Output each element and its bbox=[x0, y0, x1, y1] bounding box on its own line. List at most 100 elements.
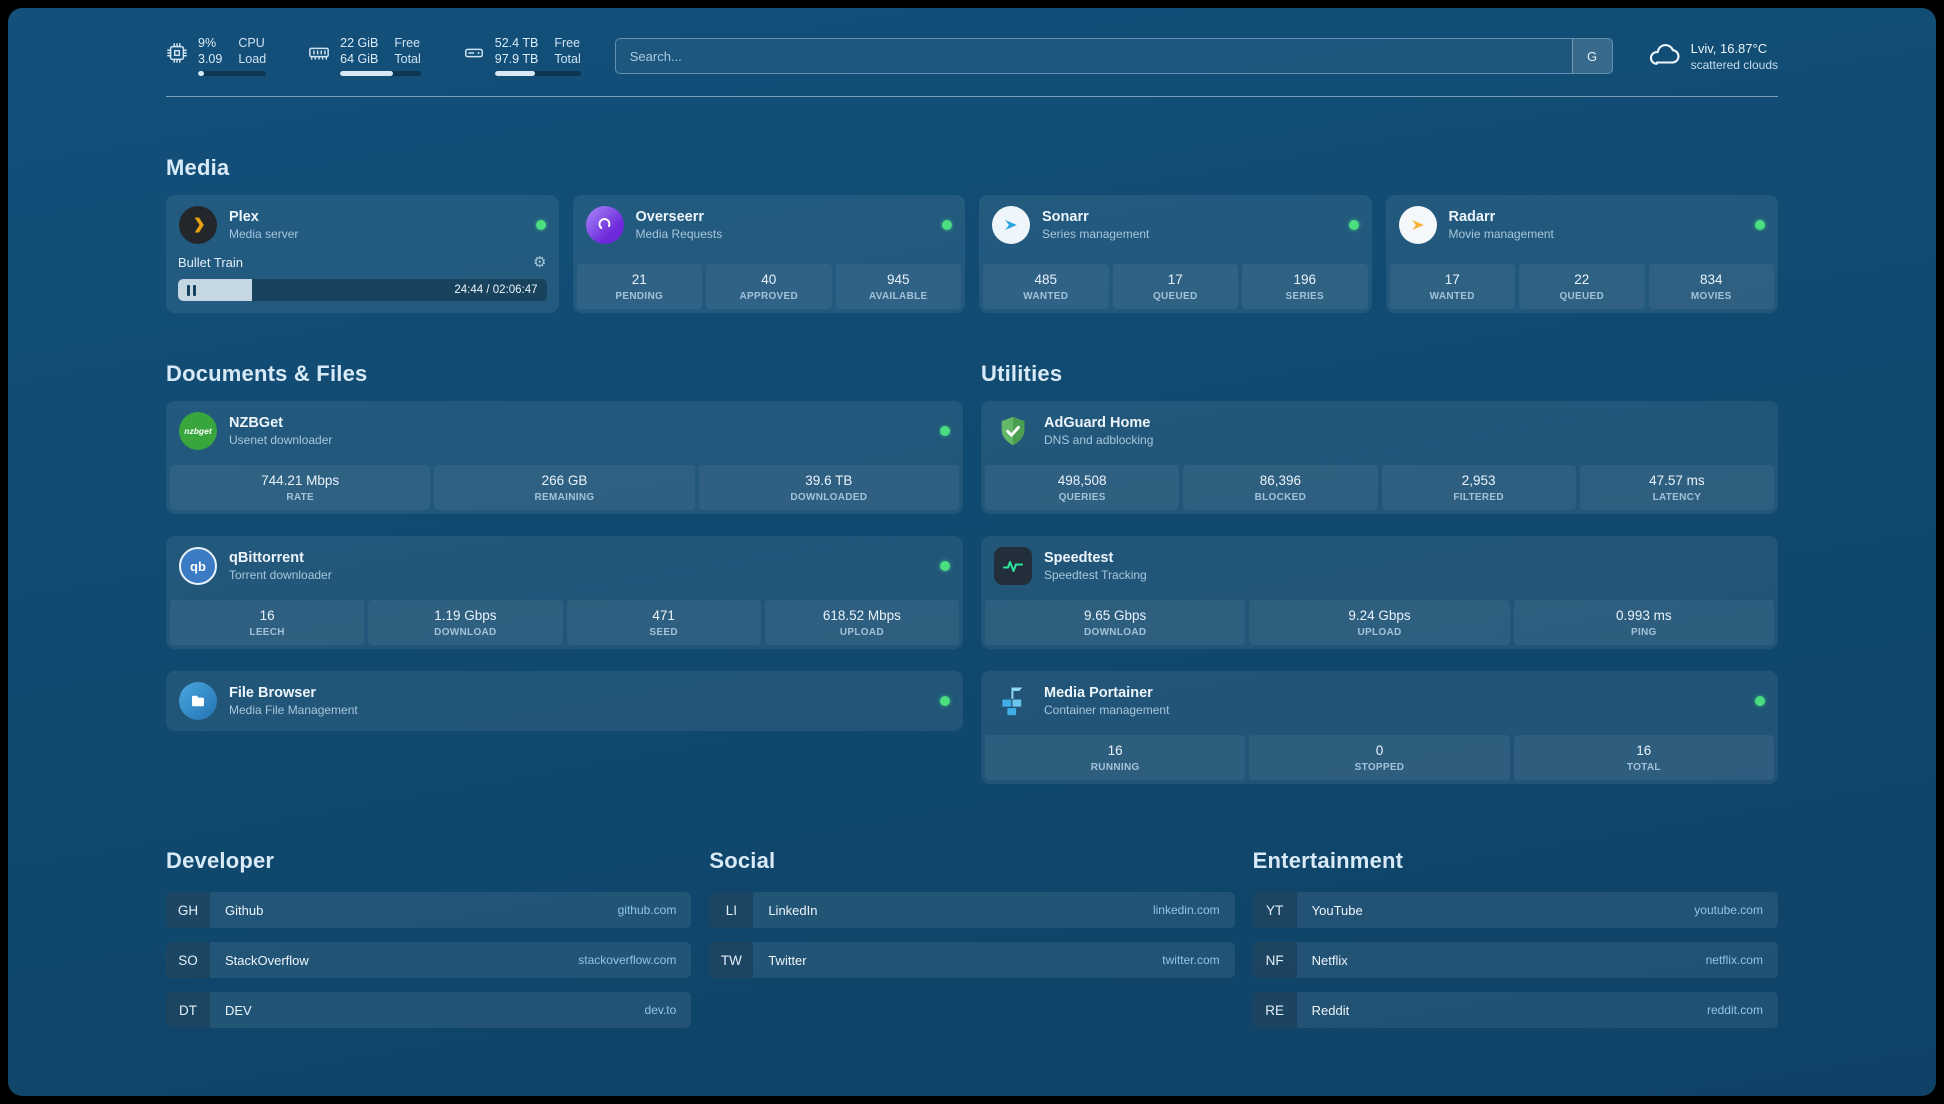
service-subtitle: Media File Management bbox=[229, 703, 358, 717]
cpu-load-value: 3.09 bbox=[198, 52, 223, 66]
bookmark-name: DEV bbox=[225, 1002, 252, 1018]
bookmark-group-social: Social LI LinkedIn linkedin.com TW Twitt… bbox=[709, 848, 1235, 1028]
bookmark-group-title: Social bbox=[709, 848, 776, 873]
cpu-widget: 9% CPU 3.09 Load bbox=[166, 36, 267, 76]
service-card-overseerr[interactable]: Overseerr Media Requests 21 PENDING 40 A… bbox=[572, 195, 966, 313]
memory-readings: 22 GiB Free 64 GiB Total bbox=[340, 36, 421, 76]
pause-icon[interactable] bbox=[187, 284, 196, 296]
service-subtitle: Movie management bbox=[1448, 227, 1554, 241]
cpu-readings: 9% CPU 3.09 Load bbox=[198, 36, 267, 76]
stat-value: 22 bbox=[1574, 272, 1590, 287]
bookmark-name: Twitter bbox=[768, 952, 807, 968]
service-card-nzbget[interactable]: nzbget NZBGet Usenet downloader 744.21 M… bbox=[166, 401, 963, 514]
stat-value: 266 GB bbox=[541, 473, 588, 488]
stat-value: 485 bbox=[1034, 272, 1058, 287]
bookmark-abbr: YT bbox=[1252, 892, 1297, 928]
stat-value: 16 bbox=[1636, 743, 1652, 758]
portainer-icon bbox=[994, 682, 1032, 720]
stat-value: 39.6 TB bbox=[805, 473, 853, 488]
stat-block: 9.24 Gbps UPLOAD bbox=[1249, 600, 1510, 645]
service-name: AdGuard Home bbox=[1044, 415, 1151, 431]
stat-label: SERIES bbox=[1285, 291, 1324, 302]
stat-value: 21 bbox=[631, 272, 647, 287]
disk-readings: 52.4 TB Free 97.9 TB Total bbox=[494, 36, 581, 76]
topbar-divider bbox=[166, 96, 1778, 97]
service-card-speedtest[interactable]: Speedtest Speedtest Tracking 9.65 Gbps D… bbox=[981, 536, 1778, 649]
bookmark-reddit[interactable]: RE Reddit reddit.com bbox=[1252, 992, 1778, 1028]
stat-label: PENDING bbox=[615, 291, 664, 302]
service-subtitle: Media Requests bbox=[635, 227, 723, 241]
stat-block: 0.993 ms PING bbox=[1513, 600, 1774, 645]
stat-block: 498,508 QUERIES bbox=[985, 465, 1180, 510]
section-media: Media Plex Media server bbox=[166, 155, 1778, 313]
stat-label: DOWNLOAD bbox=[1083, 627, 1147, 638]
stat-label: SEED bbox=[649, 627, 678, 638]
status-dot bbox=[940, 561, 950, 571]
service-text: Speedtest Speedtest Tracking bbox=[1044, 550, 1147, 582]
stat-value: 2,953 bbox=[1461, 473, 1496, 488]
stat-value: 0.993 ms bbox=[1616, 608, 1672, 623]
search-bar[interactable]: G bbox=[614, 38, 1613, 74]
bookmark-youtube[interactable]: YT YouTube youtube.com bbox=[1252, 892, 1778, 928]
service-card-radarr[interactable]: Radarr Movie management 17 WANTED 22 QUE… bbox=[1385, 195, 1779, 313]
service-name: Radarr bbox=[1448, 209, 1496, 225]
stat-block: 1.19 Gbps DOWNLOAD bbox=[368, 600, 563, 645]
service-text: Media Portainer Container management bbox=[1044, 685, 1169, 717]
service-text: Sonarr Series management bbox=[1042, 209, 1149, 241]
now-playing-title: Bullet Train bbox=[178, 255, 244, 270]
service-name: NZBGet bbox=[229, 415, 283, 431]
disk-total-value: 97.9 TB bbox=[494, 52, 539, 66]
bookmark-twitter[interactable]: TW Twitter twitter.com bbox=[709, 942, 1235, 978]
stat-label: MOVIES bbox=[1690, 291, 1732, 302]
playback-progress-bar[interactable]: 24:44 / 02:06:47 bbox=[178, 279, 547, 301]
stat-block: 485 WANTED bbox=[983, 264, 1109, 309]
bookmark-netflix[interactable]: NF Netflix netflix.com bbox=[1252, 942, 1778, 978]
service-name: Speedtest bbox=[1044, 550, 1114, 566]
bookmark-stackoverflow[interactable]: SO StackOverflow stackoverflow.com bbox=[166, 942, 692, 978]
status-dot bbox=[1348, 220, 1359, 230]
bookmark-domain: linkedin.com bbox=[1152, 903, 1220, 917]
service-card-sonarr[interactable]: Sonarr Series management 485 WANTED 17 Q… bbox=[979, 195, 1372, 313]
service-card-filebrowser[interactable]: File Browser Media File Management bbox=[166, 671, 963, 731]
bookmark-github[interactable]: GH Github github.com bbox=[166, 892, 692, 928]
disk-widget: 52.4 TB Free 97.9 TB Total bbox=[463, 36, 581, 76]
stat-block: 16 RUNNING bbox=[985, 735, 1246, 780]
nzbget-icon-text: nzbget bbox=[184, 426, 212, 436]
playback-progress-fill bbox=[178, 279, 252, 301]
service-name: qBittorrent bbox=[229, 550, 304, 566]
stat-value: 744.21 Mbps bbox=[261, 473, 340, 488]
service-subtitle: Speedtest Tracking bbox=[1044, 568, 1147, 582]
service-card-portainer[interactable]: Media Portainer Container management 16 … bbox=[981, 671, 1778, 784]
service-header: Radarr Movie management bbox=[1386, 195, 1779, 255]
stat-label: TOTAL bbox=[1626, 762, 1661, 773]
settings-icon[interactable]: ⚙ bbox=[533, 254, 547, 271]
bookmark-domain: dev.to bbox=[644, 1003, 677, 1017]
stat-label: QUEUED bbox=[1152, 291, 1198, 302]
bookmark-group-developer: Developer GH Github github.com SO StackO… bbox=[166, 848, 692, 1028]
stat-label: QUERIES bbox=[1058, 492, 1106, 503]
stat-label: WANTED bbox=[1023, 291, 1069, 302]
stat-value: 498,508 bbox=[1057, 473, 1107, 488]
cpu-usage-value: 9% bbox=[198, 36, 217, 50]
weather-text: Lviv, 16.87°C scattered clouds bbox=[1691, 41, 1778, 72]
search-provider-button[interactable]: G bbox=[1571, 39, 1612, 73]
service-subtitle: Usenet downloader bbox=[229, 433, 333, 447]
bookmark-domain: netflix.com bbox=[1705, 953, 1763, 967]
search-input[interactable] bbox=[615, 39, 1572, 73]
stat-value: 196 bbox=[1293, 272, 1317, 287]
bookmark-linkedin[interactable]: LI LinkedIn linkedin.com bbox=[709, 892, 1235, 928]
stat-label: WANTED bbox=[1429, 291, 1475, 302]
plex-icon bbox=[179, 206, 217, 244]
stat-label: FILTERED bbox=[1453, 492, 1504, 503]
service-card-qbittorrent[interactable]: qb qBittorrent Torrent downloader 16 LEE… bbox=[166, 536, 963, 649]
stat-label: LATENCY bbox=[1652, 492, 1702, 503]
service-card-plex[interactable]: Plex Media server Bullet Train ⚙ bbox=[166, 195, 559, 313]
stat-block: 22 QUEUED bbox=[1519, 264, 1645, 309]
bookmark-name: StackOverflow bbox=[225, 952, 309, 968]
bookmark-dev[interactable]: DT DEV dev.to bbox=[166, 992, 692, 1028]
bookmark-domain: reddit.com bbox=[1706, 1003, 1763, 1017]
service-card-adguard[interactable]: AdGuard Home DNS and adblocking 498,508 … bbox=[981, 401, 1778, 514]
service-header: Overseerr Media Requests bbox=[573, 195, 966, 255]
stat-label: REMAINING bbox=[534, 492, 595, 503]
service-subtitle: DNS and adblocking bbox=[1044, 433, 1154, 447]
